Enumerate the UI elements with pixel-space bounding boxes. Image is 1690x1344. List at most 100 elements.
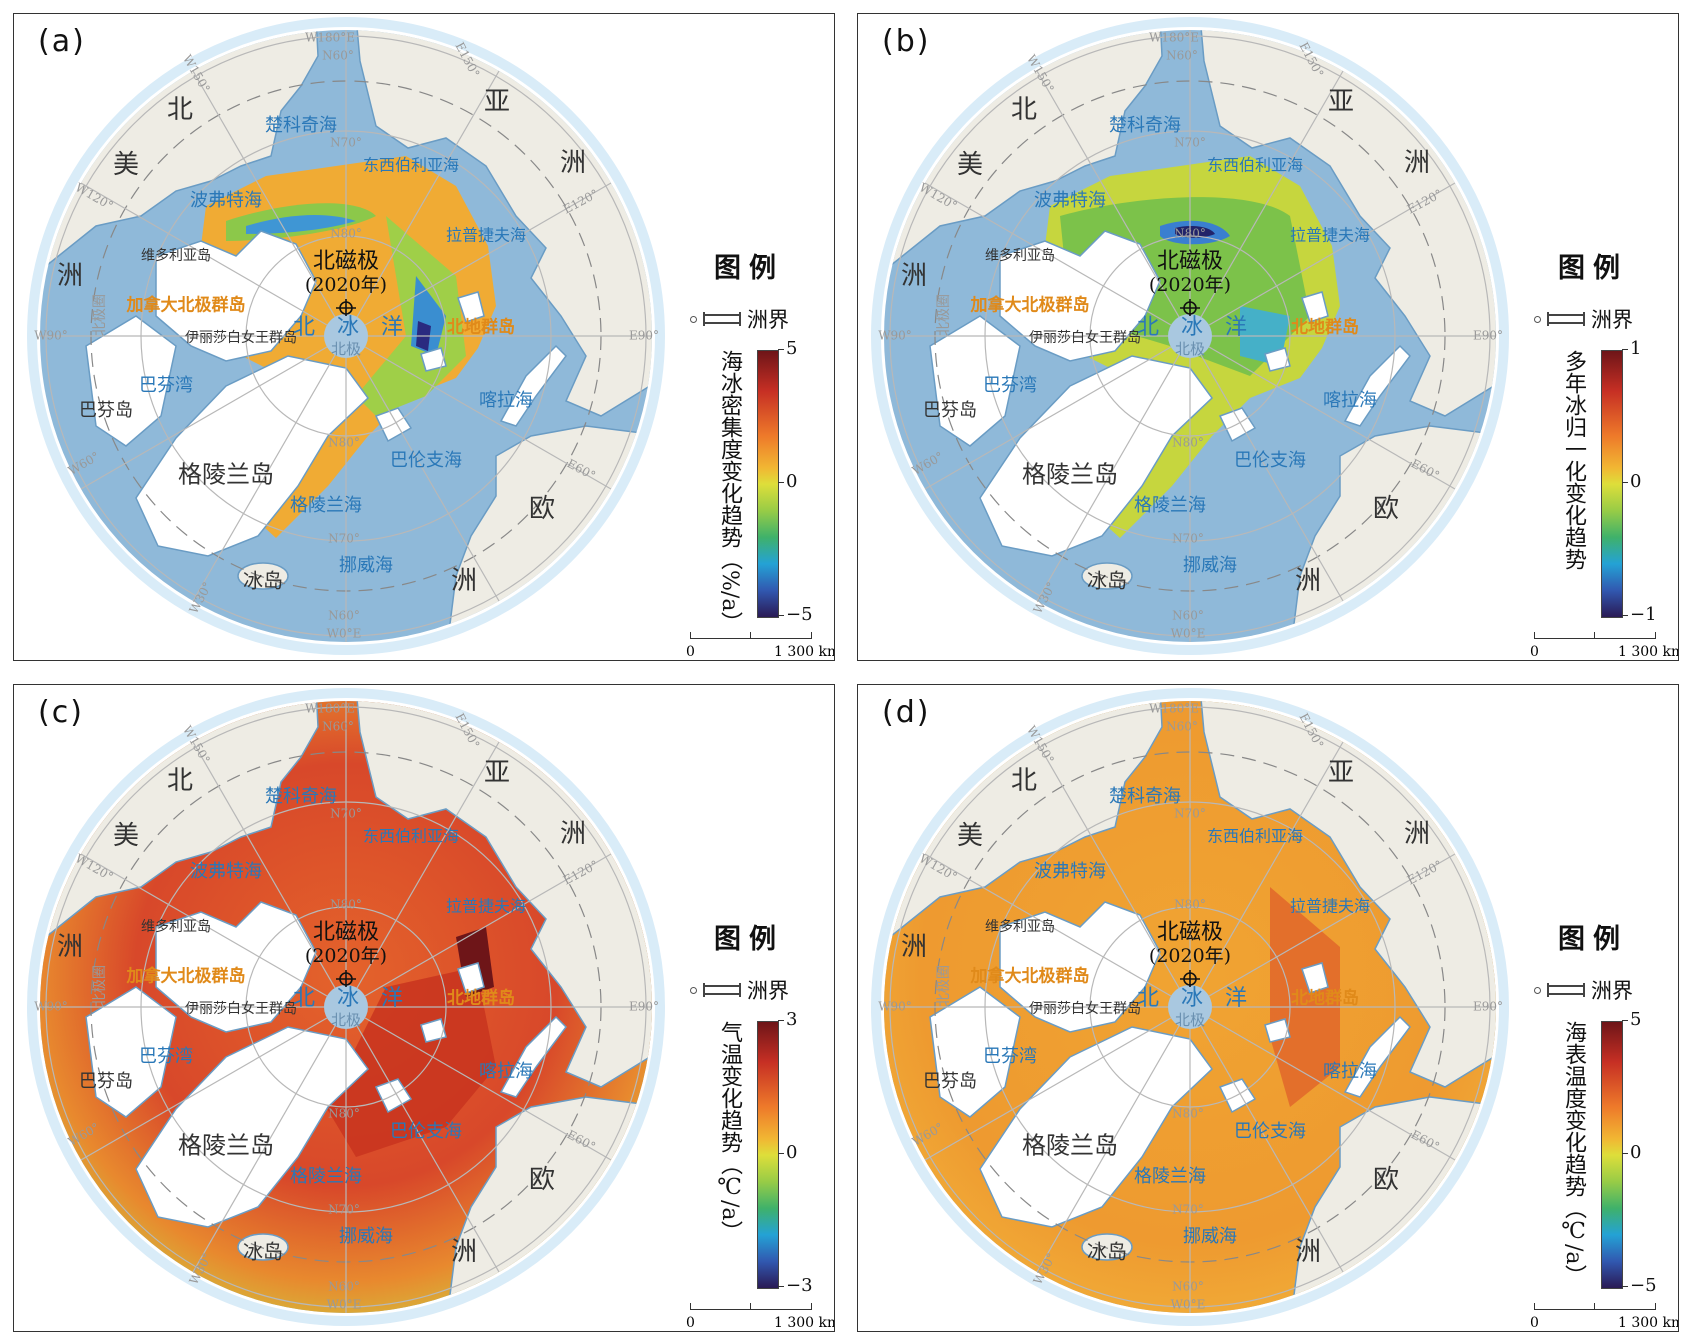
map-label-island-small: 维多利亚岛 [985, 918, 1055, 935]
map-label-grid: N70° [1174, 136, 1206, 150]
land-sz [457, 291, 485, 323]
land-baffin [85, 986, 177, 1118]
meridian [1029, 58, 1180, 318]
map-label-ocean: 北 冰 洋 [1137, 315, 1247, 340]
map-label-continent: 北 [167, 766, 193, 796]
map-label-grid: N70° [1172, 532, 1204, 546]
land-fj [420, 347, 447, 372]
map-label-sea: 拉普捷夫海 [446, 897, 526, 916]
legend-boundary: 洲界 [690, 304, 789, 334]
map-label-sea: 东西伯利亚海 [363, 827, 459, 846]
map-label-island: 冰岛 [243, 1240, 283, 1264]
map-label-sea: 拉普捷夫海 [1290, 897, 1370, 916]
polar-map: 北美洲亚洲欧洲格陵兰岛冰岛巴芬岛维多利亚岛伊丽莎白女王群岛加拿大北极群岛北地群岛… [27, 17, 665, 655]
map-label-sea: 挪威海 [1183, 555, 1237, 576]
map-label-magnetic: (2020年) [1149, 945, 1231, 967]
colorbar-title: 海表温度变化趋势（℃/a） [1561, 1021, 1586, 1287]
map-label-continent: 北 [1011, 95, 1037, 125]
map-label-archipelago: 北地群岛 [1291, 317, 1359, 338]
meridian [68, 1017, 328, 1168]
map-label-sea: 波弗特海 [190, 861, 262, 882]
map-label-grid: N80° [328, 1107, 360, 1121]
map-label-continent: 北 [1011, 766, 1037, 796]
meridian [364, 1017, 624, 1168]
map-label-grid: W180°E [1149, 31, 1199, 45]
map-label-island: 巴芬岛 [923, 400, 977, 421]
map-label-magnetic: 北磁极 [313, 249, 379, 274]
boundary-label: 洲界 [1591, 308, 1633, 332]
map-label-ocean: 北 冰 洋 [293, 986, 403, 1011]
land-baffin [85, 315, 177, 447]
map-label-continent: 欧 [1373, 494, 1399, 524]
continent-boundary-icon [703, 312, 741, 326]
map-label-island: 巴芬岛 [79, 400, 133, 421]
land-sz [457, 962, 485, 994]
land-caa [999, 230, 1161, 362]
map-label-grid: N70° [1174, 807, 1206, 821]
land-iceland [1081, 562, 1133, 590]
meridian [1208, 346, 1468, 497]
land-nov [499, 1015, 567, 1098]
map-label-sea: 巴芬湾 [983, 375, 1037, 396]
map-label-grid: N60° [1166, 720, 1198, 734]
land-green [979, 355, 1213, 557]
map-label-magnetic: 北磁极 [1157, 249, 1223, 274]
map-label-continent: 洲 [1295, 1237, 1321, 1267]
colorbar [757, 1021, 779, 1289]
meridian [1029, 1025, 1180, 1285]
land-nov [1343, 1015, 1411, 1098]
map-label-grid: N60° [322, 720, 354, 734]
map-label-continent: 洲 [560, 819, 586, 849]
map-label-grid: N70° [328, 1203, 360, 1217]
map-label-island: 巴芬岛 [923, 1071, 977, 1092]
map-halo [27, 17, 665, 655]
magnetic-pole-icon [1180, 970, 1200, 987]
meridian [68, 346, 328, 497]
meridian [1200, 729, 1351, 989]
legend-boundary: 洲界 [1534, 975, 1633, 1005]
map-label-grid: N80° [330, 227, 362, 241]
map-label-ocean: 北 冰 洋 [1137, 986, 1247, 1011]
map-label-grid: N70° [1172, 1203, 1204, 1217]
meridian [364, 846, 624, 997]
colorbar-title: 气温变化趋势（℃/a） [717, 1021, 742, 1243]
ice-trend-patch [246, 214, 356, 234]
meridian [912, 175, 1172, 326]
map-label-sea: 楚科奇海 [1109, 786, 1181, 807]
map-label-archipelago: 加拿大北极群岛 [970, 295, 1090, 316]
panel-label: (a) [38, 24, 86, 59]
map-label-sea: 喀拉海 [479, 390, 533, 411]
scale-bar [690, 632, 812, 639]
meridian [1208, 1017, 1468, 1168]
scale-max: 1 300 km [774, 1315, 835, 1331]
map-label-sea: 楚科奇海 [265, 786, 337, 807]
map-label-continent: 欧 [529, 494, 555, 524]
map-panel-b: 北美洲亚洲欧洲格陵兰岛 冰岛 巴芬岛 维多利亚岛 伊丽莎白女王群岛 加拿大北极群岛 北地群岛… [857, 13, 1679, 661]
colorbar-tick-mid: 0 [778, 471, 797, 492]
meridian [185, 58, 336, 318]
continent-boundary-icon [703, 983, 741, 997]
meridian [68, 175, 328, 326]
map-label-sea: 楚科奇海 [265, 115, 337, 136]
land-sz [1301, 291, 1329, 323]
land-baffin [929, 315, 1021, 447]
land-nov [499, 344, 567, 427]
map-label-magnetic: 北磁极 [1157, 920, 1223, 945]
map-label-continent: 洲 [57, 932, 83, 962]
map-label-continent: 亚 [1328, 87, 1354, 117]
colorbar-tick-mid: 0 [1622, 1142, 1641, 1163]
map-label-island-small: 维多利亚岛 [141, 918, 211, 935]
meridian [1029, 354, 1180, 614]
map-panel-d: 北美洲亚洲欧洲格陵兰岛 冰岛 巴芬岛 维多利亚岛 伊丽莎白女王群岛 加拿大北极群岛 北地群岛… [857, 684, 1679, 1332]
map-label-magnetic: (2020年) [305, 945, 387, 967]
land-green [135, 1026, 369, 1228]
map-label-continent: 欧 [1373, 1165, 1399, 1195]
map-label-grid: E90° [1473, 329, 1503, 343]
map-label-sea: 巴伦支海 [1234, 1121, 1306, 1142]
map-label-grid: 北极圈 [936, 294, 952, 336]
map-label-sea: 格陵兰海 [290, 495, 362, 516]
meridian [912, 846, 1172, 997]
scale-bar [690, 1303, 812, 1310]
map-label-continent: 洲 [560, 148, 586, 178]
colorbar-tick-min: −5 [1622, 1275, 1657, 1296]
